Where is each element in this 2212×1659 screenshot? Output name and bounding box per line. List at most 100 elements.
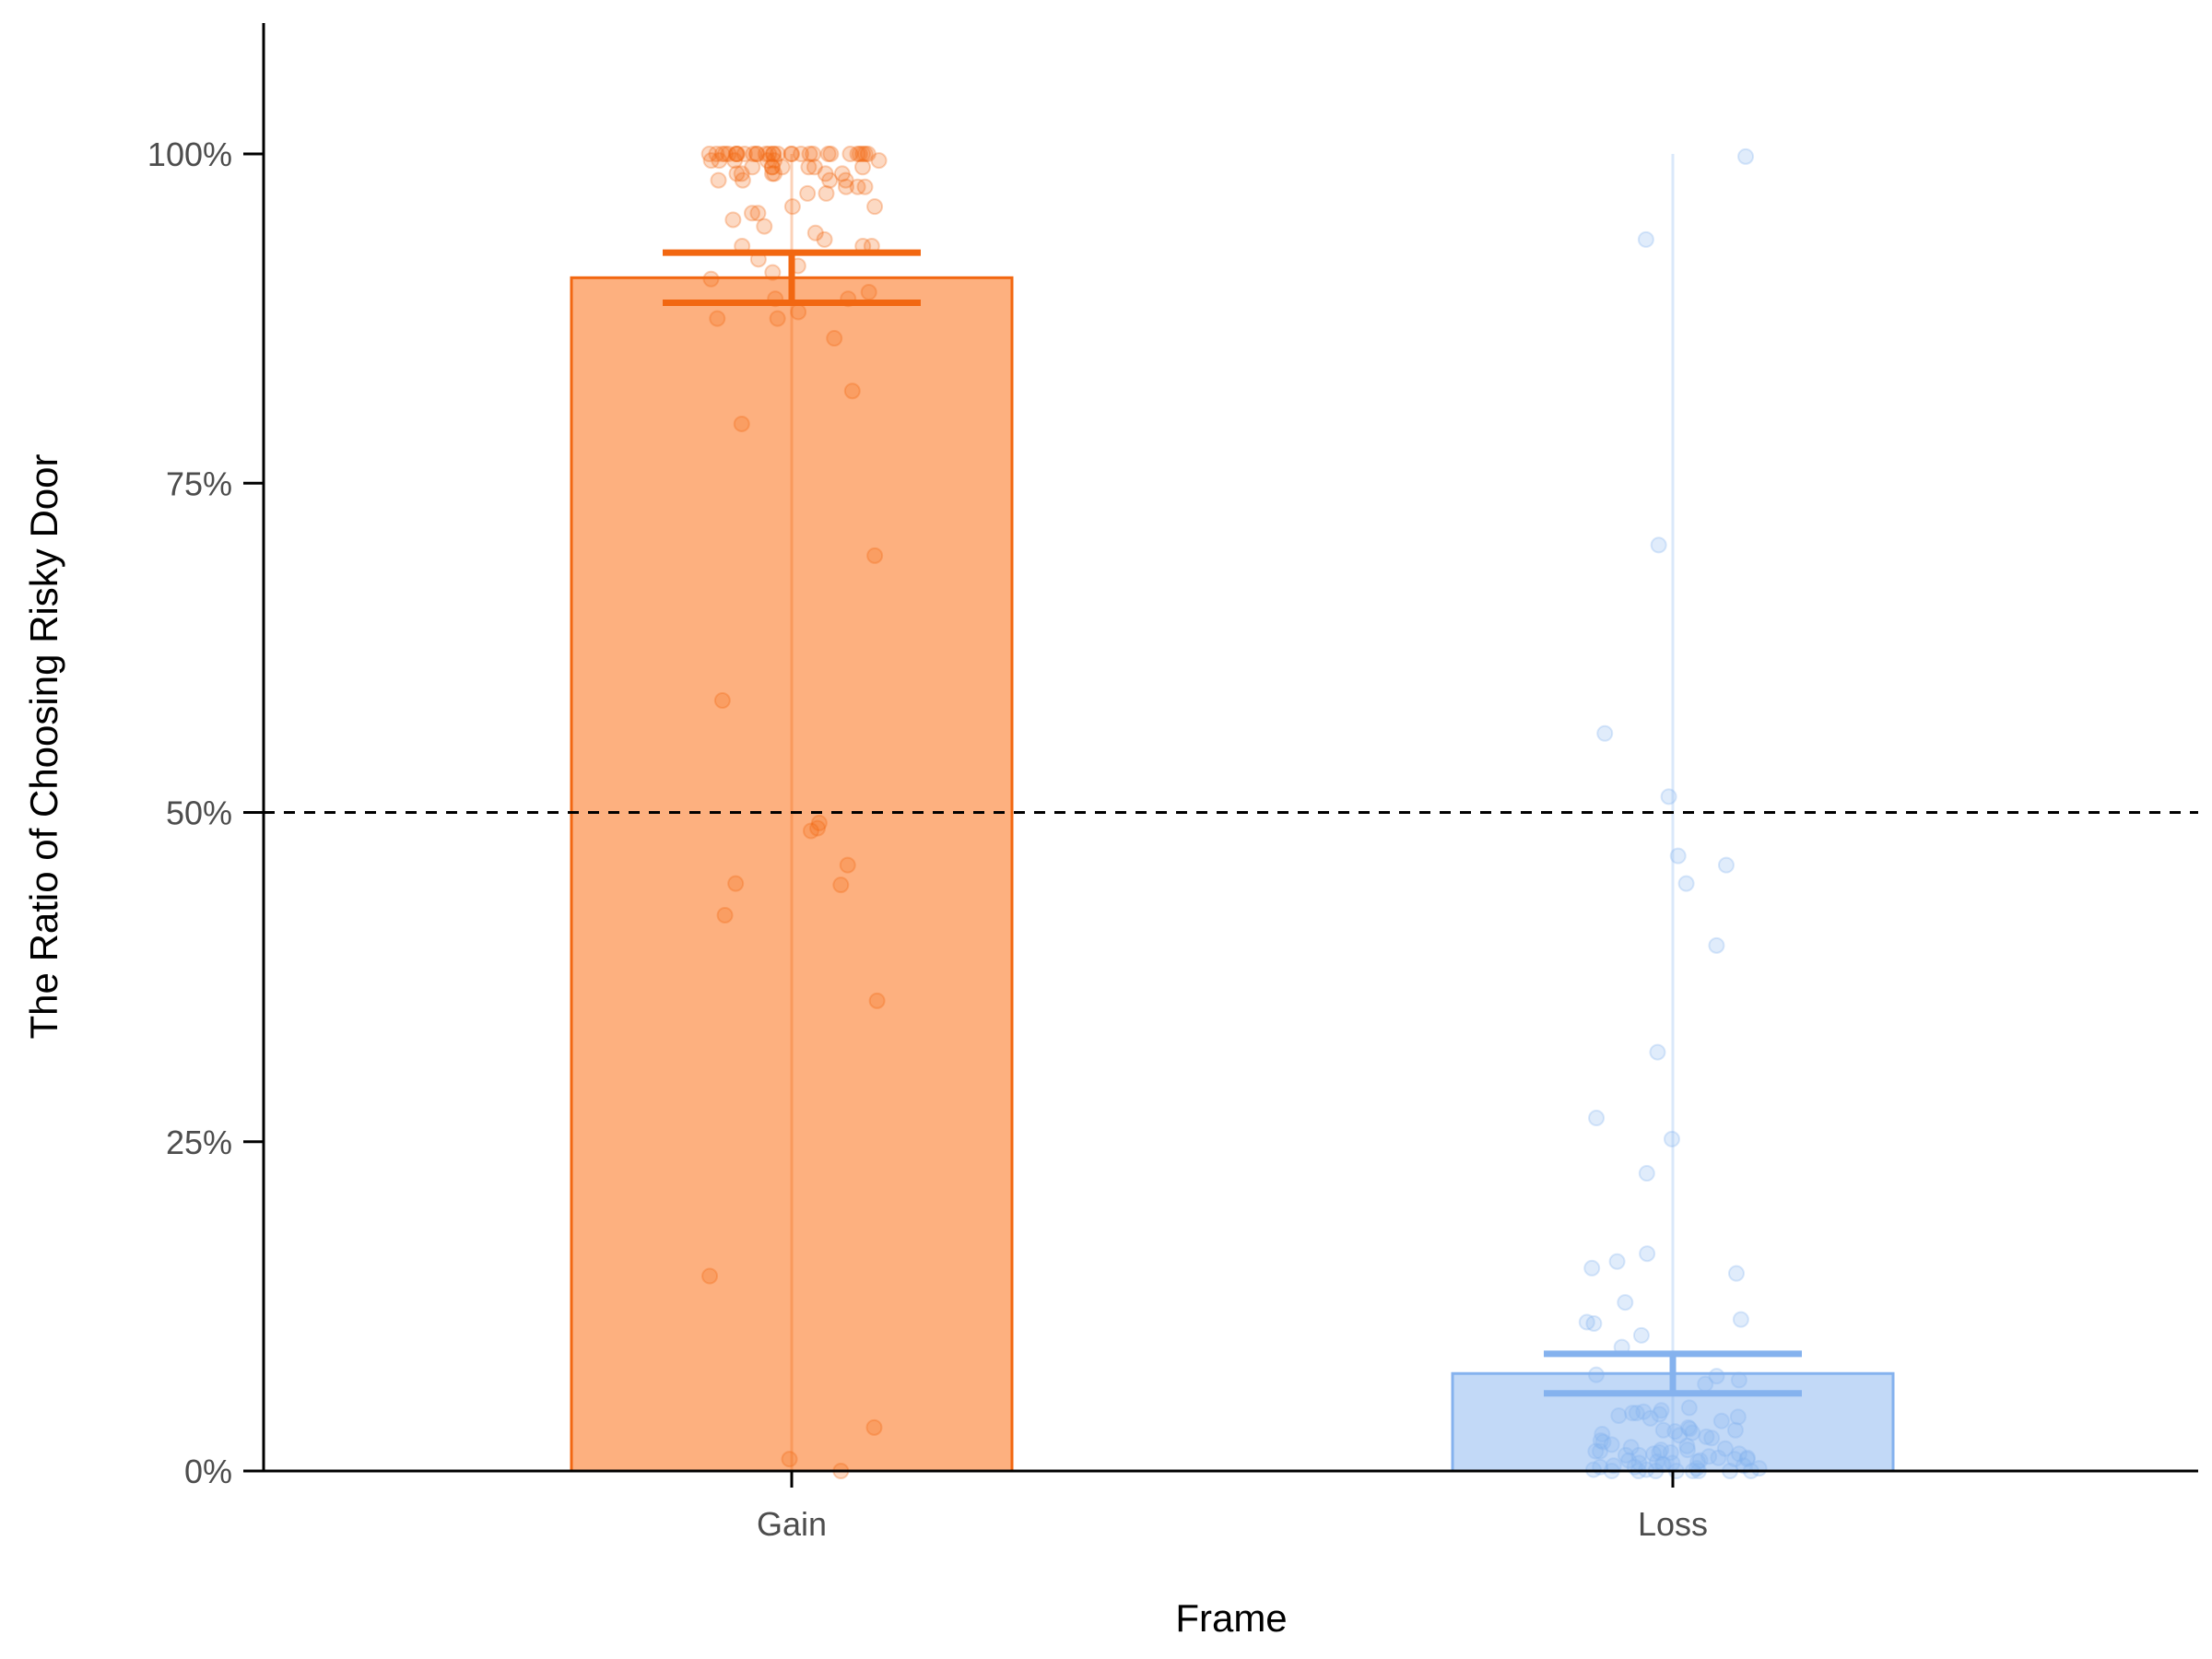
y-axis-title: The Ratio of Choosing Risky Door (22, 454, 65, 1040)
data-point-gain (713, 692, 731, 710)
data-point-loss (1671, 1427, 1688, 1444)
data-point-gain (700, 146, 718, 162)
data-point-gain (832, 877, 850, 894)
data-point-loss (1624, 1405, 1641, 1422)
data-point-loss (1729, 1408, 1747, 1426)
data-point-loss (1651, 1443, 1668, 1461)
data-point-loss (1650, 536, 1667, 554)
data-point-gain (806, 224, 824, 241)
data-point-loss (1717, 856, 1735, 874)
data-point-loss (1684, 1424, 1701, 1441)
data-point-loss (1645, 1445, 1663, 1463)
data-point-gain (793, 146, 810, 162)
data-point-loss (1712, 1412, 1730, 1430)
data-point-gain (734, 171, 751, 189)
data-point-loss (1738, 1449, 1756, 1466)
data-point-gain (806, 159, 823, 176)
data-point-gain (860, 284, 877, 301)
data-point-gain (837, 178, 854, 195)
data-point-loss (1726, 1451, 1744, 1468)
data-point-gain (816, 230, 833, 248)
data-point-loss (1678, 1437, 1696, 1454)
data-point-gain (763, 159, 781, 176)
data-point-loss (1654, 1421, 1672, 1439)
data-point-gain (757, 146, 774, 162)
data-point-gain (810, 814, 828, 831)
data-point-gain (702, 270, 720, 288)
data-point-loss (1737, 147, 1755, 165)
data-point-gain (749, 205, 767, 222)
data-point-loss (1669, 847, 1687, 865)
data-point-gain (763, 159, 781, 176)
data-point-gain (851, 146, 868, 162)
data-point-gain (783, 198, 801, 216)
data-point-loss (1730, 1371, 1747, 1389)
data-point-gain (733, 415, 750, 432)
data-point-loss (1635, 1403, 1653, 1420)
data-point-loss (1585, 1314, 1603, 1332)
data-point-gain (720, 146, 737, 162)
data-point-gain (868, 992, 886, 1009)
data-point-gain (802, 822, 819, 840)
data-point-loss (1663, 1130, 1680, 1147)
data-point-gain (782, 146, 800, 162)
data-point-gain (853, 159, 871, 176)
data-point-gain (735, 146, 753, 162)
data-point-gain (724, 211, 742, 229)
data-point-gain (866, 198, 884, 216)
data-point-loss (1620, 1452, 1638, 1469)
x-axis-title: Frame (1175, 1596, 1287, 1640)
data-point-loss (1730, 1445, 1747, 1463)
ticks-layer: Gain Loss 0% 25% 50% 75% 100% (147, 135, 1708, 1543)
data-point-gain (728, 146, 746, 162)
data-point-gain (743, 205, 760, 222)
data-point-loss (1708, 1368, 1725, 1385)
y-tick-label-0: 0% (184, 1453, 232, 1490)
data-point-loss (1630, 1446, 1648, 1464)
data-point-gain (849, 146, 866, 162)
data-point-loss (1677, 875, 1695, 892)
data-point-loss (1608, 1253, 1626, 1270)
data-point-gain (727, 875, 745, 892)
data-point-gain (764, 146, 782, 162)
data-point-loss (1637, 230, 1654, 248)
data-point-gain (822, 146, 840, 162)
data-point-loss (1698, 1428, 1715, 1445)
data-point-loss (1662, 1443, 1679, 1461)
data-point-gain (727, 146, 745, 162)
data-point-gain (821, 171, 839, 189)
data-point-gain (781, 1451, 798, 1468)
data-point-gain (870, 152, 888, 170)
data-point-gain (713, 146, 731, 162)
data-point-loss (1639, 1245, 1656, 1263)
data-point-loss (1710, 1449, 1727, 1466)
data-point-loss (1738, 1451, 1756, 1468)
data-point-loss (1653, 1441, 1670, 1459)
data-point-loss (1610, 1406, 1628, 1424)
data-point-loss (1622, 1439, 1640, 1456)
data-point-gain (817, 165, 834, 182)
data-point-gain (756, 218, 773, 235)
data-point-loss (1628, 1405, 1645, 1422)
data-point-loss (1596, 724, 1614, 742)
y-tick-label-50: 50% (166, 794, 232, 832)
data-point-loss (1708, 936, 1725, 954)
data-point-loss (1651, 1406, 1668, 1423)
data-point-gain (773, 159, 791, 176)
data-point-gain (819, 146, 837, 162)
data-point-gain (790, 303, 807, 321)
data-point-gain (800, 159, 818, 176)
data-point-gain (711, 152, 728, 170)
data-point-loss (1732, 1311, 1749, 1328)
data-point-gain (801, 146, 818, 162)
data-point-loss (1641, 1409, 1659, 1427)
y-tick-label-75: 75% (166, 465, 232, 502)
data-point-loss (1727, 1265, 1745, 1282)
data-point-loss (1703, 1430, 1721, 1447)
data-point-loss (1587, 1442, 1605, 1460)
x-tick-label-gain: Gain (757, 1505, 827, 1543)
data-point-gain (763, 165, 781, 182)
data-point-gain (766, 165, 783, 182)
data-point-loss (1617, 1446, 1634, 1464)
